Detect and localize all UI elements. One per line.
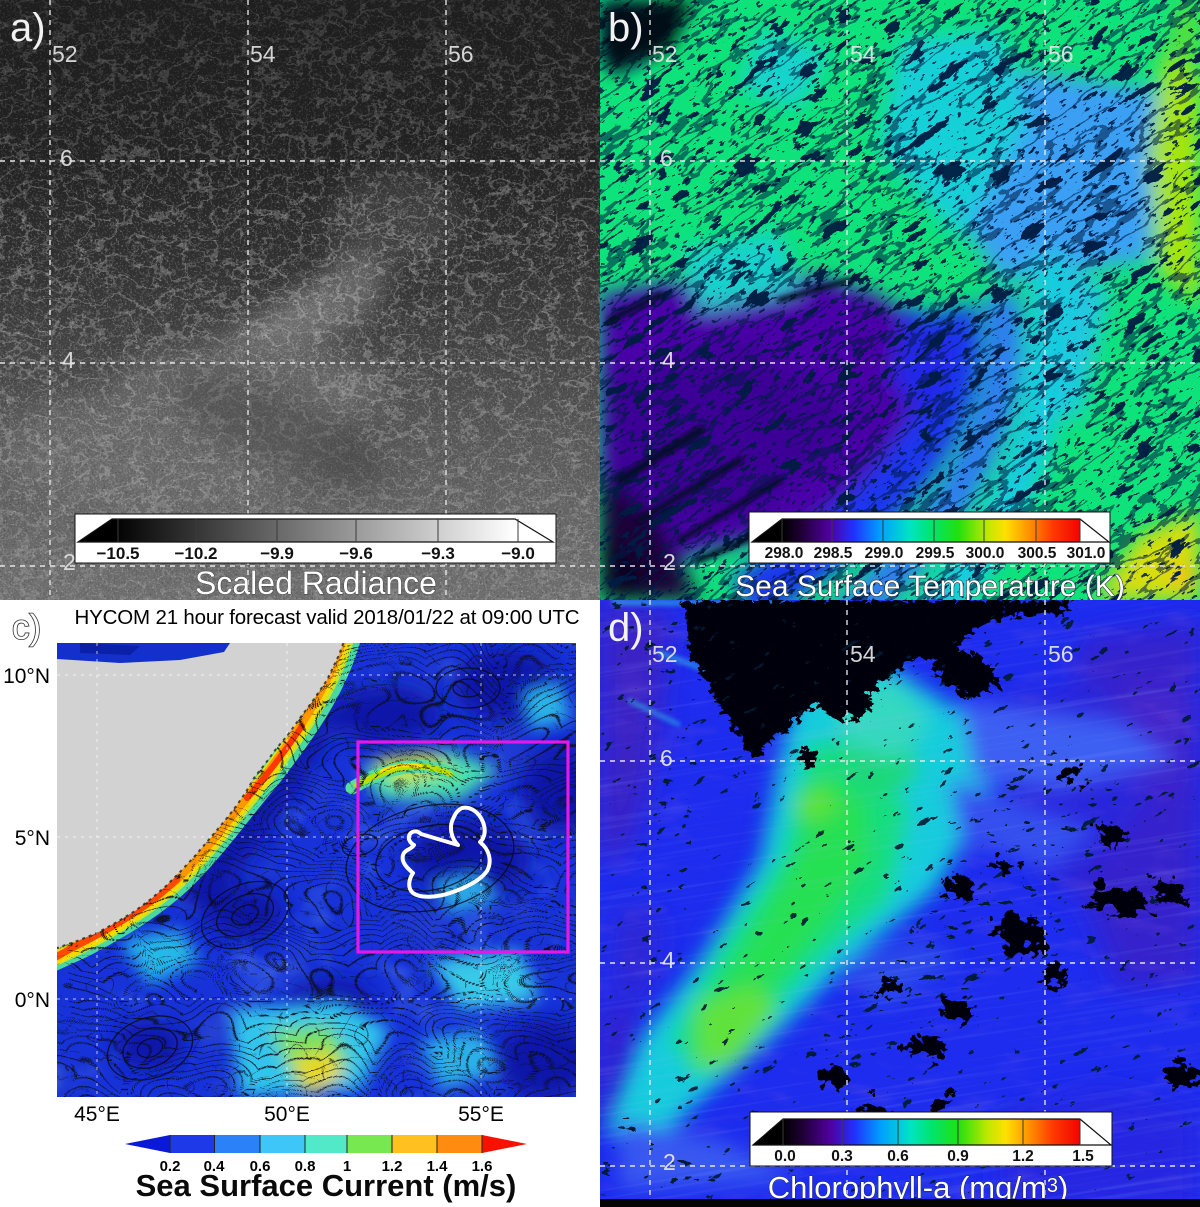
svg-text:299.0: 299.0: [865, 545, 904, 562]
svg-text:52: 52: [652, 641, 678, 667]
svg-text:1.4: 1.4: [427, 1158, 449, 1175]
svg-text:−9.0: −9.0: [501, 544, 535, 563]
svg-text:298.0: 298.0: [765, 545, 804, 562]
svg-text:56: 56: [448, 41, 474, 67]
svg-text:0.4: 0.4: [204, 1158, 226, 1175]
svg-text:52: 52: [52, 41, 78, 67]
svg-text:2: 2: [663, 549, 676, 575]
svg-text:b): b): [608, 6, 644, 50]
svg-text:0.6: 0.6: [250, 1158, 271, 1175]
svg-text:−9.6: −9.6: [339, 544, 373, 563]
svg-text:56: 56: [1048, 641, 1074, 667]
svg-text:Scaled Radiance: Scaled Radiance: [195, 565, 437, 601]
svg-text:300.5: 300.5: [1018, 545, 1057, 562]
svg-text:45°E: 45°E: [74, 1103, 120, 1126]
svg-text:1: 1: [343, 1158, 351, 1175]
svg-text:Sea Surface Temperature (K): Sea Surface Temperature (K): [735, 570, 1125, 603]
svg-text:0°N: 0°N: [15, 989, 50, 1012]
svg-text:0.8: 0.8: [295, 1158, 316, 1175]
svg-text:54: 54: [850, 41, 876, 67]
svg-text:−9.9: −9.9: [260, 544, 294, 563]
svg-text:4: 4: [662, 947, 675, 973]
svg-text:0.2: 0.2: [160, 1158, 181, 1175]
svg-text:−9.3: −9.3: [421, 544, 455, 563]
svg-text:10°N: 10°N: [3, 665, 50, 688]
svg-text:56: 56: [1048, 41, 1074, 67]
svg-text:54: 54: [850, 641, 876, 667]
svg-text:301.0: 301.0: [1067, 545, 1106, 562]
svg-text:Sea Surface Current (m/s): Sea Surface Current (m/s): [136, 1168, 517, 1203]
svg-text:c): c): [12, 608, 41, 647]
svg-text:d): d): [608, 606, 644, 650]
svg-text:−10.5: −10.5: [96, 544, 139, 563]
svg-text:0.0: 0.0: [774, 1148, 796, 1165]
svg-text:50°E: 50°E: [264, 1103, 310, 1126]
svg-text:298.5: 298.5: [814, 545, 853, 562]
svg-text:0.6: 0.6: [887, 1148, 909, 1165]
svg-text:HYCOM 21 hour forecast valid 2: HYCOM 21 hour forecast valid 2018/01/22 …: [75, 606, 580, 629]
svg-text:299.5: 299.5: [916, 545, 955, 562]
svg-text:1.6: 1.6: [472, 1158, 493, 1175]
svg-text:54: 54: [250, 41, 276, 67]
svg-text:1.5: 1.5: [1072, 1148, 1094, 1165]
svg-text:6: 6: [660, 745, 673, 771]
svg-text:6: 6: [60, 145, 73, 171]
svg-text:1.2: 1.2: [1012, 1148, 1034, 1165]
svg-text:2: 2: [663, 1149, 676, 1175]
svg-text:55°E: 55°E: [458, 1103, 504, 1126]
svg-text:5°N: 5°N: [15, 827, 50, 850]
svg-text:0.9: 0.9: [947, 1148, 969, 1165]
svg-text:−10.2: −10.2: [174, 544, 217, 563]
svg-text:4: 4: [662, 347, 675, 373]
svg-text:6: 6: [660, 145, 673, 171]
svg-text:300.0: 300.0: [966, 545, 1005, 562]
svg-text:2: 2: [63, 549, 76, 575]
svg-text:4: 4: [62, 347, 75, 373]
svg-text:0.3: 0.3: [831, 1148, 853, 1165]
svg-text:a): a): [10, 6, 46, 50]
svg-text:52: 52: [652, 41, 678, 67]
svg-text:1.2: 1.2: [382, 1158, 403, 1175]
